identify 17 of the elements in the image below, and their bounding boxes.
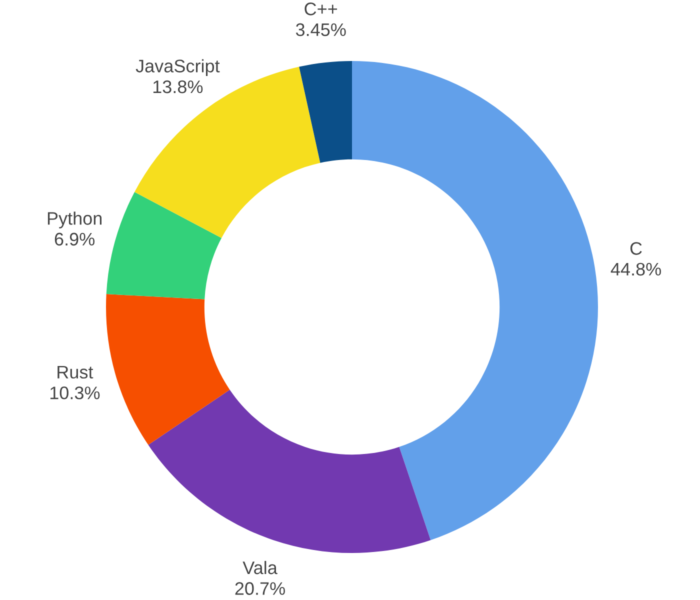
slice-label: C++ — [304, 2, 338, 16]
slice-label: Vala — [242, 560, 278, 574]
data-label: 3.45% — [296, 23, 346, 36]
data-label: 10.3% — [50, 386, 100, 400]
donut-slice — [106, 192, 222, 300]
slice-label: JavaScript — [136, 59, 220, 76]
data-label: 6.9% — [54, 232, 95, 246]
data-label: 13.8% — [153, 80, 203, 94]
donut-slice — [148, 390, 431, 553]
slice-label: Rust — [58, 366, 94, 379]
data-label: 20.7% — [235, 582, 285, 595]
slice-label: C — [630, 242, 642, 255]
donut-slice — [352, 61, 598, 540]
slice-label: Python — [48, 212, 102, 228]
data-label: 44.8% — [610, 262, 661, 276]
donut-slice — [299, 61, 352, 163]
donut-slice — [106, 294, 230, 445]
